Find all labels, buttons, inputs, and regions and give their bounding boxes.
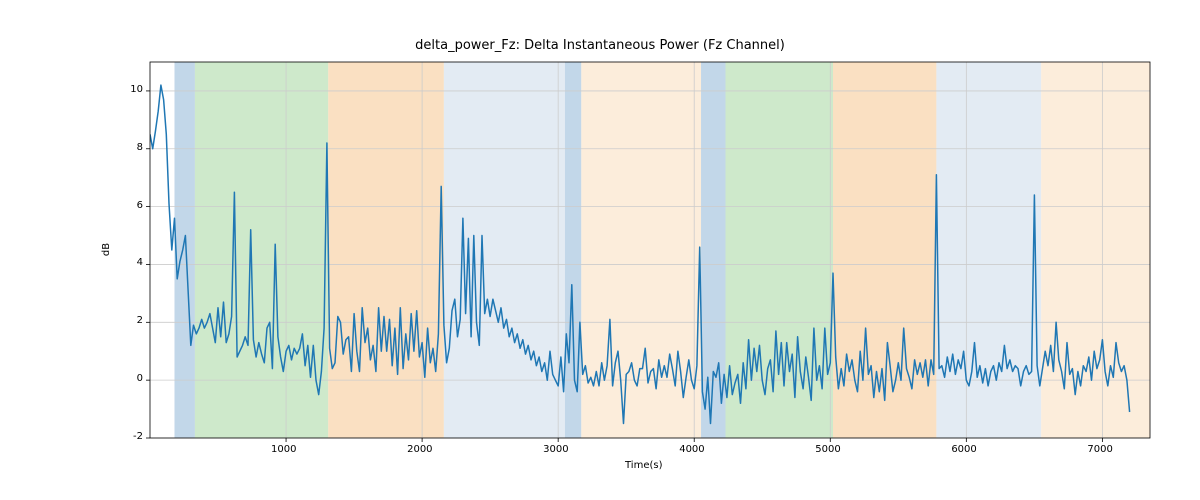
chart-svg — [0, 0, 1200, 500]
x-axis-label: Time(s) — [625, 460, 663, 471]
y-tick-label: 4 — [137, 257, 143, 268]
y-tick-label: 2 — [137, 315, 143, 326]
chart-title: delta_power_Fz: Delta Instantaneous Powe… — [0, 38, 1200, 53]
x-tick-label: 2000 — [407, 444, 432, 455]
x-tick-label: 1000 — [271, 444, 296, 455]
x-tick-label: 4000 — [679, 444, 704, 455]
y-tick-label: 6 — [137, 200, 143, 211]
x-tick-label: 6000 — [951, 444, 976, 455]
x-tick-label: 5000 — [815, 444, 840, 455]
line-chart: delta_power_Fz: Delta Instantaneous Powe… — [0, 0, 1200, 500]
x-tick-label: 7000 — [1087, 444, 1112, 455]
y-tick-label: 0 — [137, 373, 143, 384]
y-tick-label: 10 — [130, 84, 143, 95]
y-tick-label: 8 — [137, 142, 143, 153]
y-axis-label: dB — [101, 243, 112, 256]
y-tick-label: -2 — [133, 431, 143, 442]
x-tick-label: 3000 — [543, 444, 568, 455]
